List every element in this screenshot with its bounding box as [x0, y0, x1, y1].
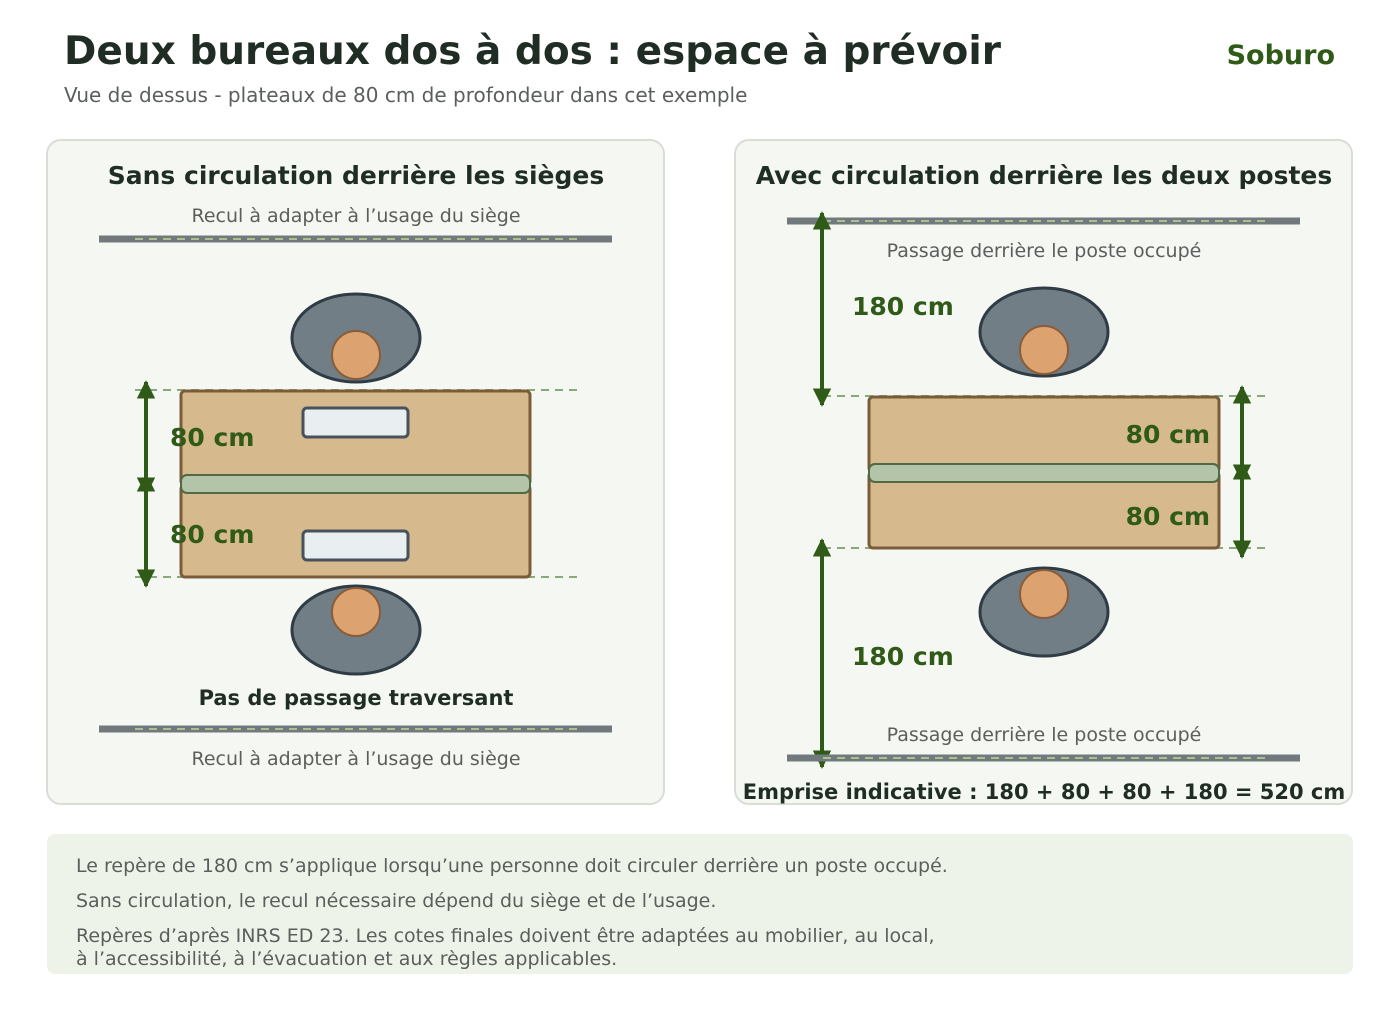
screen-divider-right	[868, 463, 1220, 483]
laptop-bottom-left	[301, 529, 410, 562]
notes-box: Le repère de 180 cm s’applique lorsqu’un…	[47, 834, 1353, 974]
person-head-top-right	[1019, 325, 1069, 375]
dim-label-passage-top: 180 cm	[852, 292, 954, 321]
panel-left: Sans circulation derrière les sièges Rec…	[46, 139, 665, 805]
panel-right-title: Avec circulation derrière les deux poste…	[756, 161, 1333, 190]
page-subtitle: Vue de dessus - plateaux de 80 cm de pro…	[64, 83, 747, 107]
note-line-1: Le repère de 180 cm s’applique lorsqu’un…	[76, 855, 948, 877]
note-line-2: Sans circulation, le recul nécessaire dé…	[76, 890, 716, 912]
panel-right-top-note: Passage derrière le poste occupé	[887, 240, 1202, 262]
person-head-bottom-right	[1019, 569, 1069, 619]
dim-label-desk-bottom-right: 80 cm	[1126, 502, 1210, 531]
laptop-top-left	[301, 406, 410, 439]
screen-divider-left	[180, 474, 531, 494]
panel-left-top-note: Recul à adapter à l’usage du siège	[191, 205, 520, 227]
person-head-top-left	[331, 330, 381, 380]
dim-label-left-bottom: 80 cm	[170, 520, 254, 549]
note-line-3b: à l’accessibilité, à l’évacuation et aux…	[76, 948, 617, 970]
person-head-bottom-left	[331, 587, 381, 637]
panel-right: Avec circulation derrière les deux poste…	[734, 139, 1353, 805]
page-title: Deux bureaux dos à dos : espace à prévoi…	[64, 29, 1002, 74]
notes-frame	[47, 834, 1353, 974]
dim-label-desk-top-right: 80 cm	[1126, 420, 1210, 449]
dim-label-left-top: 80 cm	[170, 423, 254, 452]
panel-left-bottom-note: Recul à adapter à l’usage du siège	[191, 748, 520, 770]
dim-label-passage-bottom: 180 cm	[852, 642, 954, 671]
note-line-3a: Repères d’après INRS ED 23. Les cotes fi…	[76, 925, 935, 947]
panel-right-bottom-note: Passage derrière le poste occupé	[887, 724, 1202, 746]
total-footprint: Emprise indicative : 180 + 80 + 80 + 180…	[743, 780, 1346, 804]
panel-left-title: Sans circulation derrière les sièges	[108, 161, 605, 190]
panel-left-caption: Pas de passage traversant	[199, 686, 514, 710]
brand-logo: Soburo	[1227, 40, 1335, 71]
